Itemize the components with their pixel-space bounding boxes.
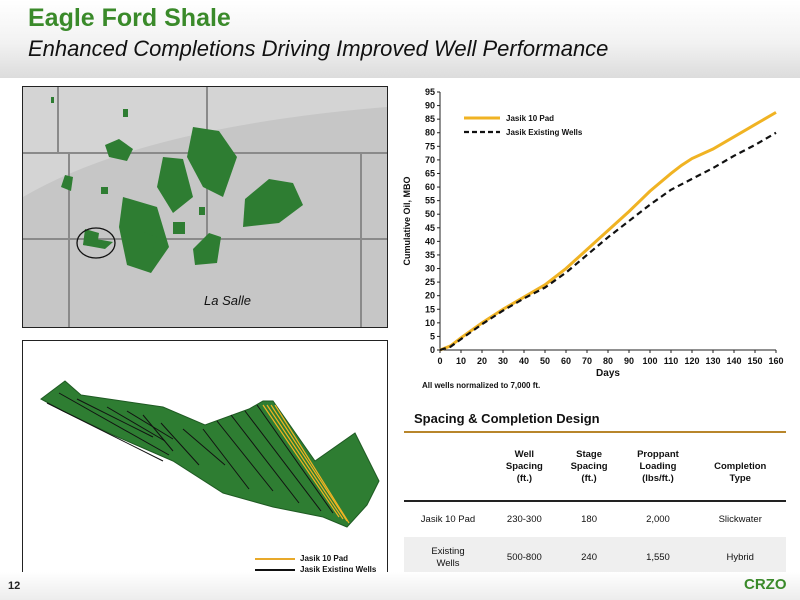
y-tick-label: 50	[425, 209, 435, 219]
x-tick-label: 140	[726, 356, 741, 366]
legend-swatch-gold	[255, 557, 295, 560]
x-tick-label: 70	[582, 356, 592, 366]
x-tick-label: 50	[540, 356, 550, 366]
map-shaded-region	[23, 107, 387, 327]
table-header-row: Well Spacing (ft.) Stage Spacing (ft.) Propp…	[404, 432, 786, 501]
header-stage-spacing: Stage Spacing (ft.)	[570, 448, 608, 484]
y-tick-label: 0	[430, 345, 435, 355]
spacing-completion-table: Well Spacing (ft.) Stage Spacing (ft.) Propp…	[404, 431, 786, 579]
x-tick-label: 0	[437, 356, 442, 366]
x-tick-label: 10	[456, 356, 466, 366]
y-axis-title: Cumulative Oil, MBO	[402, 176, 412, 265]
page-subtitle: Enhanced Completions Driving Improved We…	[28, 36, 609, 61]
x-tick-label: 110	[664, 356, 679, 366]
y-tick-label: 80	[425, 128, 435, 138]
acreage-blocks	[51, 97, 303, 273]
cell-completion: Slickwater	[694, 500, 786, 537]
footer-bar	[0, 572, 800, 600]
y-tick-label: 85	[425, 114, 435, 124]
header-well-spacing: Well Spacing (ft.)	[505, 448, 543, 484]
y-tick-label: 30	[425, 264, 435, 274]
y-tick-label: 10	[425, 318, 435, 328]
existing-wells	[46, 392, 334, 514]
y-tick-label: 90	[425, 101, 435, 111]
legend-label: Jasik Existing Wells	[300, 565, 377, 574]
y-tick-label: 5	[430, 331, 435, 341]
y-tick-label: 15	[425, 304, 435, 314]
x-tick-label: 30	[498, 356, 508, 366]
y-tick-label: 55	[425, 196, 435, 206]
header-blank	[404, 432, 492, 501]
legend-item-existing-wells: Jasik Existing Wells	[255, 564, 376, 575]
x-tick-label: 40	[519, 356, 529, 366]
cumulative-oil-chart: 0 5 10 15 20 25 30 35 40 45 50 55 60 65 70 75 80 85 90 95 0 1…	[398, 86, 796, 396]
cell-stage-spacing: 180	[556, 500, 622, 537]
jasik-detail-map: Jasik 10 Pad Jasik Existing Wells	[22, 340, 388, 582]
brand-logo: CRZO	[744, 576, 787, 593]
legend-label: Jasik Existing Wells	[506, 128, 583, 137]
jasik-highlight-circle	[76, 227, 116, 259]
y-tick-label: 40	[425, 236, 435, 246]
legend-swatch-black	[255, 568, 295, 571]
y-tick-label: 45	[425, 223, 435, 233]
y-tick-label: 35	[425, 250, 435, 260]
legend-item-jasik-10-pad: Jasik 10 Pad	[255, 553, 376, 564]
table-row: Jasik 10 Pad 230-300 180 2,000 Slickwate…	[404, 500, 786, 537]
x-tick-label: 100	[642, 356, 657, 366]
series-line-jasik-10-pad	[439, 111, 777, 352]
header-completion-type: Completion Type	[714, 460, 767, 484]
y-tick-label: 60	[425, 182, 435, 192]
legend-label: Jasik 10 Pad	[300, 554, 349, 563]
x-tick-label: 80	[603, 356, 613, 366]
cell-well-spacing: 230-300	[492, 500, 557, 537]
row-label: Jasik 10 Pad	[404, 500, 492, 537]
cell-proppant: 2,000	[621, 500, 695, 537]
x-axis-title: Days	[596, 368, 620, 379]
y-tick-label: 95	[425, 87, 435, 97]
header-proppant-loading: Proppant Loading (lbs/ft.)	[637, 448, 679, 484]
county-label: La Salle	[204, 293, 251, 308]
x-tick-label: 120	[684, 356, 699, 366]
header-background	[0, 0, 800, 78]
county-map-graphic	[23, 87, 387, 327]
x-tick-label: 130	[705, 356, 720, 366]
chart-svg: 0 5 10 15 20 25 30 35 40 45 50 55 60 65 70 75 80 85 90 95 0 1…	[402, 87, 784, 390]
page-number: 12	[8, 580, 21, 592]
chart-note: All wells normalized to 7,000 ft.	[422, 381, 540, 390]
map-legend: Jasik 10 Pad Jasik Existing Wells	[255, 553, 376, 575]
jasik-detail-graphic	[40, 380, 380, 528]
legend-label: Jasik 10 Pad	[506, 114, 554, 123]
county-map: La Salle	[22, 86, 388, 328]
jasik-10-pad-wells	[262, 404, 350, 524]
x-tick-label: 60	[561, 356, 571, 366]
series-line-existing-wells	[439, 131, 777, 352]
y-tick-label: 25	[425, 277, 435, 287]
y-tick-label: 70	[425, 155, 435, 165]
x-tick-label: 20	[477, 356, 487, 366]
x-tick-label: 90	[624, 356, 634, 366]
table-title: Spacing & Completion Design	[414, 411, 600, 426]
y-tick-label: 75	[425, 141, 435, 151]
y-tick-label: 65	[425, 168, 435, 178]
page-title: Eagle Ford Shale	[28, 4, 231, 32]
lease-area	[40, 380, 380, 528]
x-tick-label: 150	[747, 356, 762, 366]
y-tick-label: 20	[425, 291, 435, 301]
x-tick-label: 160	[768, 356, 783, 366]
